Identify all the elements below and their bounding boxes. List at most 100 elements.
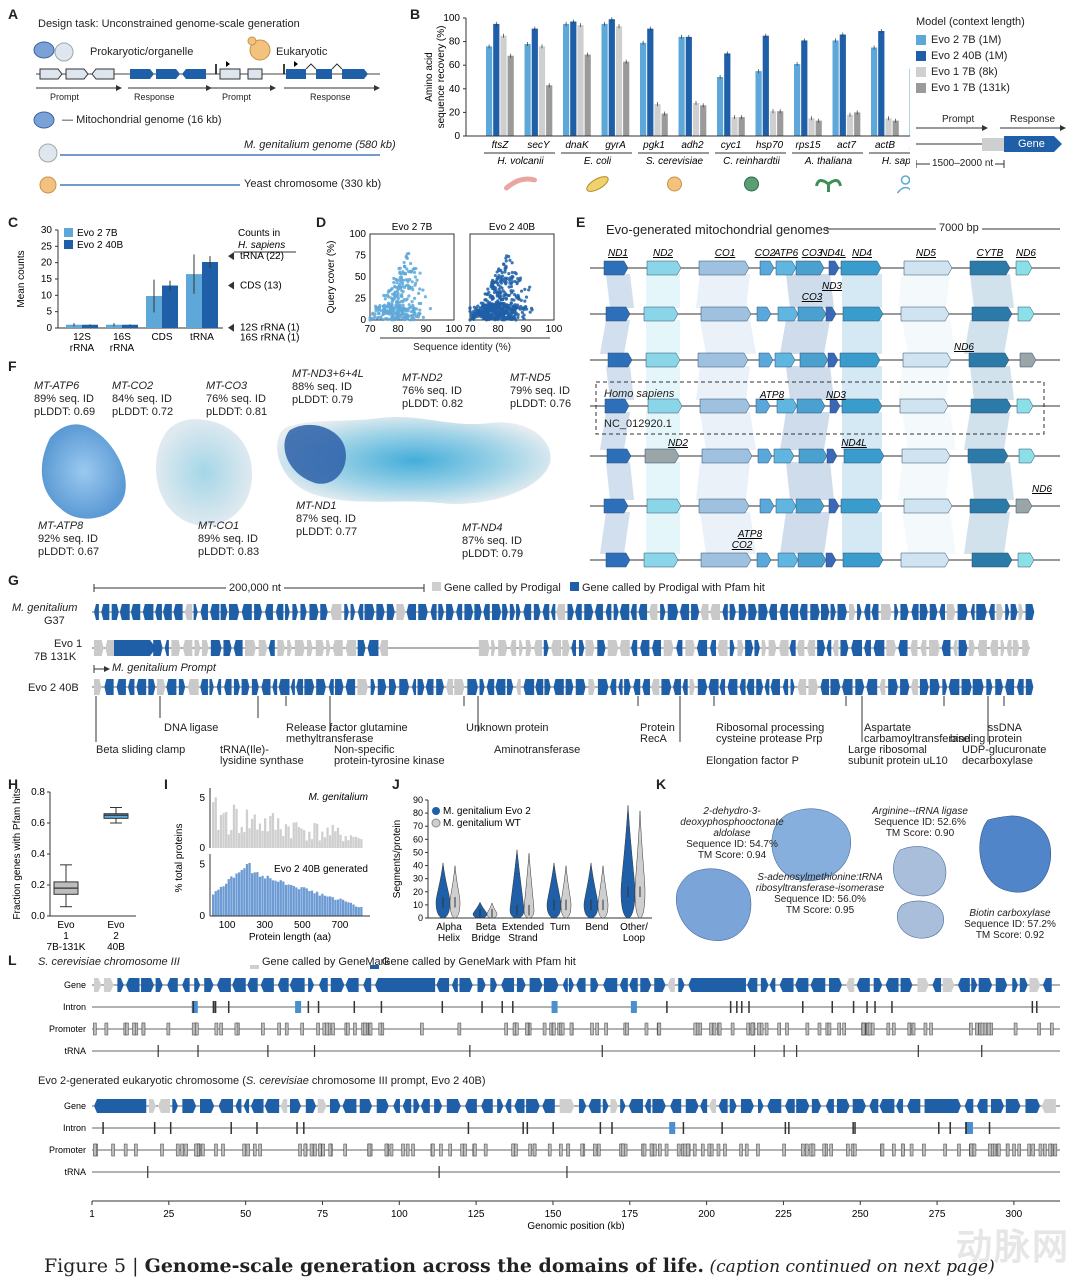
- f-structure-label: MT-ATP6 89% seq. ID pLDDT: 0.69: [34, 380, 95, 419]
- g-gene: [278, 679, 290, 695]
- d-point: [500, 271, 504, 275]
- l-intron: [965, 1122, 967, 1134]
- l-gene: [1005, 1099, 1021, 1113]
- g-gene: [478, 640, 490, 656]
- i-bar: [264, 818, 267, 848]
- i-bar: [349, 835, 353, 848]
- l-gene: [709, 1099, 717, 1113]
- figure-caption: Figure 5 | Genome-scale generation acros…: [44, 1255, 995, 1277]
- d-title: Evo 2 7B: [392, 222, 433, 233]
- d-point: [505, 303, 509, 307]
- d-point: [383, 317, 387, 321]
- l-promoter: [214, 1143, 218, 1157]
- d-point: [377, 311, 381, 315]
- b-legend: Evo 2 7B (1M) Evo 2 40B (1M) Evo 1 7B (8k)…: [916, 32, 1010, 96]
- g-gene: [679, 604, 690, 620]
- l-promoter: [515, 1022, 519, 1036]
- g-gene: [624, 679, 631, 695]
- g-gene: [673, 679, 681, 695]
- d-point: [486, 287, 490, 291]
- b-bar: [500, 35, 507, 137]
- b-bar: [871, 47, 878, 136]
- l-promoter: [258, 1143, 262, 1157]
- f-seq-id: 84% seq. ID: [112, 393, 172, 405]
- l-promoter: [1027, 1143, 1031, 1157]
- i-bar: [279, 880, 282, 916]
- panel-d-chart: Query cover (%) 0 25 50 75 100 Evo 2 7B 70 80 90 1…: [326, 222, 563, 353]
- l-gene: [526, 1099, 540, 1113]
- l-gene: [232, 978, 246, 992]
- i-bar: [336, 899, 340, 916]
- e-human-box: [595, 381, 1045, 435]
- l-gene: [289, 978, 305, 992]
- l-intron: [741, 1001, 743, 1013]
- g-gene: [164, 640, 169, 656]
- j-tick-label: 70: [413, 821, 423, 831]
- l-intron: [169, 1122, 172, 1134]
- g-gene: [778, 640, 789, 656]
- l-promoter: [723, 1143, 727, 1157]
- g-gene: [946, 604, 956, 620]
- f-seq-id: 89% seq. ID: [34, 393, 94, 405]
- l-gene: [459, 978, 473, 992]
- l-gene: [280, 1099, 288, 1113]
- b-tick-label: 0: [454, 131, 460, 142]
- l-promoter: [1012, 1143, 1016, 1157]
- g-gene: [708, 679, 719, 695]
- d-point: [376, 315, 380, 320]
- panel-label-c: C: [8, 214, 19, 230]
- g-gene: [258, 640, 268, 656]
- l-gene: [264, 1099, 280, 1113]
- f-seq-id: 88% seq. ID: [292, 381, 352, 393]
- l-trna: [783, 1045, 785, 1057]
- k-protein-name: S-adenosylmethionine:tRNA: [757, 872, 883, 883]
- i-bar: [248, 862, 251, 916]
- e-gene-arrow: [969, 498, 1011, 514]
- i-bar: [297, 827, 301, 848]
- g-gene: [261, 679, 271, 695]
- l-promoter: [811, 1143, 816, 1157]
- panel-h-chart: 0.0 0.2 0.4 0.6 0.8 Fraction genes with Pfam …: [12, 787, 136, 950]
- l-promoter: [1043, 1143, 1047, 1157]
- l-promoter: [1048, 1143, 1052, 1157]
- f-protein-name: MT-ND4: [462, 522, 503, 534]
- g-gene: [808, 679, 819, 695]
- d-point: [373, 315, 377, 319]
- l-row-label: Gene: [64, 1101, 86, 1111]
- l-promoter: [922, 1143, 926, 1157]
- d-point: [399, 294, 403, 298]
- g-gene: [474, 604, 482, 620]
- g-gene: [418, 604, 428, 620]
- panel-label-b: B: [410, 6, 421, 22]
- b-bar: [769, 111, 777, 136]
- d-point: [397, 266, 401, 271]
- g-gene: [241, 604, 252, 620]
- b-bar: [846, 114, 854, 136]
- d-point: [513, 303, 517, 307]
- g-gene: [738, 604, 747, 620]
- d-point: [418, 287, 422, 291]
- i-bar: [282, 836, 285, 848]
- i-bar: [347, 840, 350, 848]
- c-bar: [186, 274, 202, 328]
- l-gene: [289, 1099, 302, 1113]
- l-tick-label: 75: [317, 1209, 329, 1220]
- i-bar: [222, 813, 225, 848]
- g-gene-label: ssDNA: [987, 722, 1022, 734]
- g-gene: [264, 604, 273, 620]
- l-promoter: [180, 1143, 184, 1157]
- l-promoter: [532, 1143, 537, 1157]
- g-gene: [961, 679, 972, 695]
- i-bar: [235, 873, 238, 916]
- e-homology-band: [786, 274, 834, 308]
- g-gene: [254, 604, 262, 620]
- l-promoter: [316, 1022, 320, 1036]
- l-promoter: [785, 1022, 789, 1036]
- i-bar: [321, 893, 324, 916]
- l-gene: [907, 1099, 921, 1113]
- f-structure-label: MT-CO2 84% seq. ID pLDDT: 0.72: [112, 380, 173, 419]
- l-promoter: [322, 1022, 327, 1036]
- d-point: [513, 279, 517, 284]
- d-point: [499, 306, 504, 310]
- d-point: [509, 317, 513, 321]
